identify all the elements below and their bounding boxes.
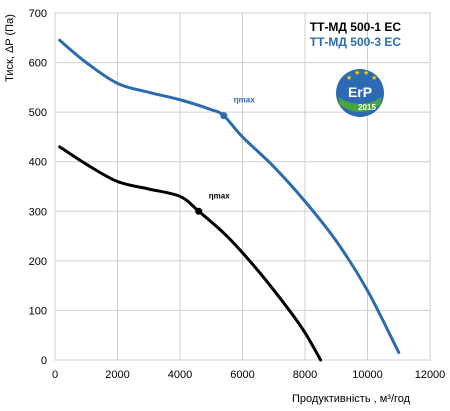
eta-max-point [220,112,228,120]
y-tick-label: 300 [29,206,47,218]
legend-entry-1: ТТ-МД 500-1 ЕС [310,20,402,34]
svg-text:★: ★ [346,74,352,82]
y-tick-label: 200 [29,256,47,268]
y-tick-label: 0 [41,355,47,367]
x-tick-label: 10000 [352,369,383,381]
series-line-1 [58,145,323,362]
x-tick-label: 8000 [293,369,317,381]
legend-entry-2: ТТ-МД 500-3 ЕС [310,35,402,49]
erp-badge-label: ErP [348,84,372,100]
y-tick-label: 400 [29,157,47,169]
svg-text:★: ★ [371,74,377,82]
y-tick-labels: 0 100 200 300 400 500 600 700 [29,8,47,367]
eta-max-label: ηmax [209,191,230,200]
x-axis-label: Продуктивність , м³/год [292,393,411,405]
erp-badge: ★ ★ ★ ★ ErP 2015 [336,69,384,117]
y-axis-label: Тиск, ΔP (Па) [4,14,16,82]
x-tick-label: 12000 [415,369,446,381]
erp-stars: ★ ★ ★ ★ [346,69,377,82]
y-tick-label: 100 [29,305,47,317]
y-tick-label: 700 [29,8,47,20]
x-tick-label: 6000 [230,369,254,381]
eta-max-label: ηmax [234,96,255,105]
x-tick-label: 4000 [168,369,192,381]
x-tick-labels: 0 2000 4000 6000 8000 10000 12000 [52,369,445,381]
erp-badge-green-swoosh [338,97,382,112]
y-tick-label: 600 [29,58,47,70]
svg-text:★: ★ [363,69,369,77]
y-tick-label: 500 [29,107,47,119]
svg-text:★: ★ [354,69,360,77]
erp-badge-year: 2015 [358,103,376,112]
x-tick-label: 2000 [105,369,129,381]
x-axis-label-text: Продуктивність , м³/год [292,393,411,405]
grid-lines [54,12,431,361]
eta-markers: ηmax ηmax [195,96,255,215]
eta-max-point [195,207,203,215]
x-tick-label: 0 [52,369,58,381]
